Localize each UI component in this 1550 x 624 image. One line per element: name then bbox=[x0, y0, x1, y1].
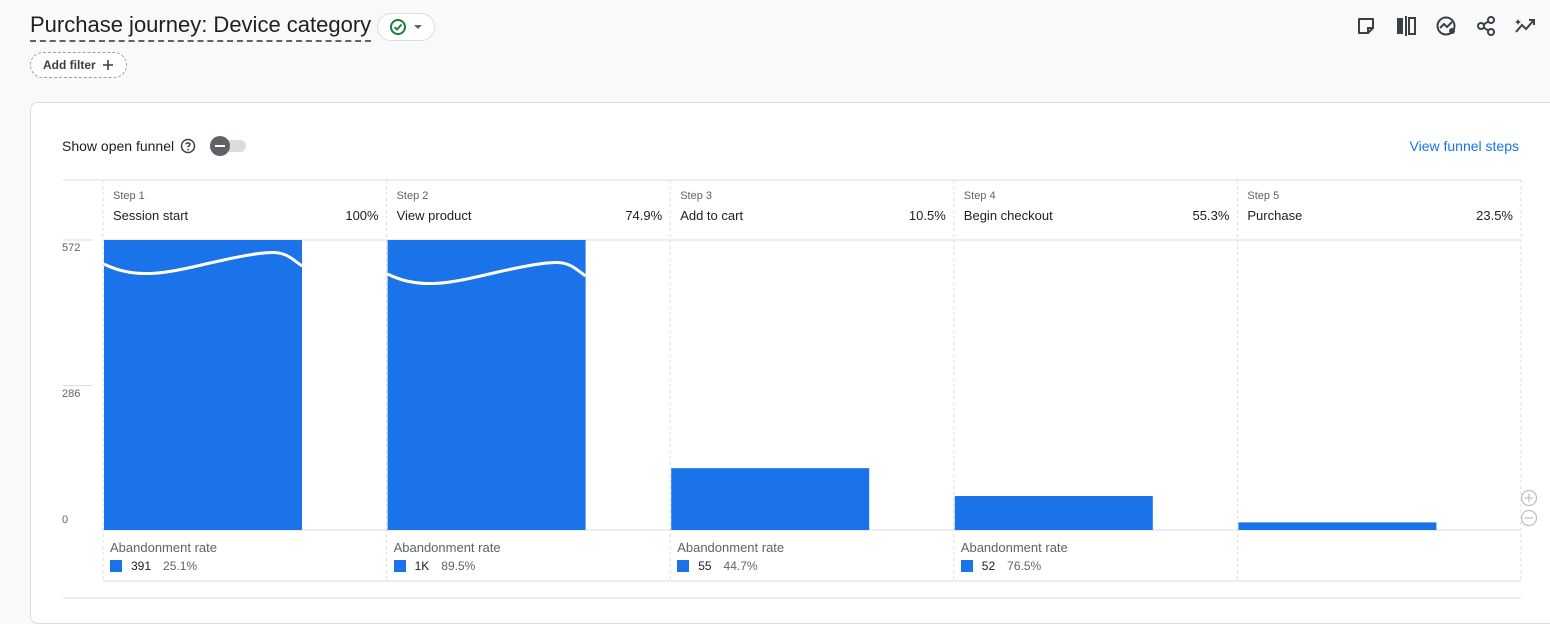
y-tick-label: 0 bbox=[62, 514, 69, 526]
abandonment-rate: 76.5% bbox=[1007, 559, 1042, 573]
toggle-knob bbox=[210, 136, 231, 156]
view-funnel-steps-link[interactable]: View funnel steps bbox=[1409, 138, 1519, 154]
insights-icon bbox=[1436, 16, 1456, 36]
legend-swatch bbox=[677, 560, 690, 572]
abandonment-values: 1K 89.5% bbox=[393, 559, 476, 573]
compare-button[interactable] bbox=[1394, 12, 1418, 40]
abandonment-values: 55 44.7% bbox=[677, 559, 758, 573]
report-toolbar bbox=[1354, 12, 1538, 40]
abandonment-count: 1K bbox=[414, 559, 430, 573]
legend-swatch bbox=[393, 560, 406, 572]
report-title-row: Purchase journey: Device category bbox=[30, 12, 436, 42]
compare-icon bbox=[1397, 16, 1416, 36]
abandonment-label: Abandonment rate bbox=[677, 540, 785, 555]
abandonment-rate: 89.5% bbox=[441, 559, 476, 573]
plus-icon bbox=[102, 60, 113, 70]
y-tick-label: 572 bbox=[62, 242, 81, 254]
status-dropdown[interactable] bbox=[377, 13, 436, 41]
help-icon[interactable] bbox=[180, 138, 196, 154]
note-icon bbox=[1358, 18, 1374, 34]
funnel-card: Show open funnel View funnel steps 572 28… bbox=[30, 102, 1550, 624]
page-title[interactable]: Purchase journey: Device category bbox=[30, 12, 372, 42]
axis-break-wave bbox=[386, 261, 587, 286]
abandonment-count: 55 bbox=[698, 559, 712, 573]
step-name: View product bbox=[396, 208, 472, 223]
insights-button[interactable] bbox=[1434, 12, 1458, 40]
check-circle-icon bbox=[390, 19, 407, 35]
step-number: Step 4 bbox=[963, 190, 996, 202]
abandonment-label: Abandonment rate bbox=[393, 540, 501, 555]
step-name: Add to cart bbox=[680, 208, 744, 223]
open-funnel-control: Show open funnel bbox=[62, 136, 247, 156]
open-funnel-label: Show open funnel bbox=[62, 138, 175, 154]
zoom-in-icon bbox=[1520, 489, 1538, 507]
step-name: Session start bbox=[113, 208, 189, 223]
step-percent: 55.3% bbox=[1192, 208, 1230, 223]
step-percent: 100% bbox=[345, 208, 379, 223]
chevron-down-icon bbox=[414, 25, 423, 29]
abandonment-values: 52 76.5% bbox=[960, 559, 1042, 573]
step-number: Step 5 bbox=[1247, 190, 1280, 202]
step-percent: 74.9% bbox=[625, 208, 663, 223]
step-number: Step 2 bbox=[396, 190, 429, 202]
open-funnel-toggle[interactable] bbox=[210, 136, 247, 156]
note-button[interactable] bbox=[1354, 12, 1378, 40]
share-button[interactable] bbox=[1474, 12, 1498, 40]
legend-swatch bbox=[960, 560, 973, 572]
step-name: Purchase bbox=[1247, 208, 1303, 223]
step-name: Begin checkout bbox=[963, 208, 1053, 223]
funnel-bar bbox=[954, 496, 1153, 530]
abandonment-label: Abandonment rate bbox=[960, 540, 1068, 555]
funnel-bar bbox=[104, 240, 302, 530]
share-icon bbox=[1477, 16, 1495, 36]
abandonment-rate: 44.7% bbox=[723, 559, 758, 573]
step-percent: 10.5% bbox=[908, 208, 946, 223]
trend-button[interactable] bbox=[1514, 12, 1538, 40]
abandonment-count: 391 bbox=[131, 559, 152, 573]
legend-swatch bbox=[110, 560, 122, 572]
abandonment-values: 391 25.1% bbox=[110, 559, 197, 573]
y-tick-label: 286 bbox=[62, 388, 81, 400]
funnel-chart-svg bbox=[63, 179, 1522, 599]
funnel-bar bbox=[671, 468, 870, 530]
zoom-out-button[interactable] bbox=[1520, 509, 1538, 532]
funnel-bar bbox=[1238, 522, 1437, 530]
zoom-out-icon bbox=[1520, 509, 1538, 527]
abandonment-count: 52 bbox=[981, 559, 996, 573]
abandonment-rate: 25.1% bbox=[163, 559, 198, 573]
step-number: Step 3 bbox=[680, 190, 712, 202]
add-filter-button[interactable]: Add filter bbox=[30, 52, 127, 78]
abandonment-label: Abandonment rate bbox=[110, 540, 217, 555]
step-percent: 23.5% bbox=[1476, 208, 1513, 223]
step-number: Step 1 bbox=[113, 190, 145, 202]
funnel-chart: 572 286 0 Step 1 Session start 100% Abandonmen… bbox=[31, 103, 1550, 623]
zoom-in-button[interactable] bbox=[1520, 489, 1538, 512]
funnel-bar bbox=[387, 240, 586, 530]
trend-icon bbox=[1515, 19, 1535, 33]
axis-break-wave bbox=[103, 251, 303, 276]
add-filter-label: Add filter bbox=[43, 58, 96, 72]
